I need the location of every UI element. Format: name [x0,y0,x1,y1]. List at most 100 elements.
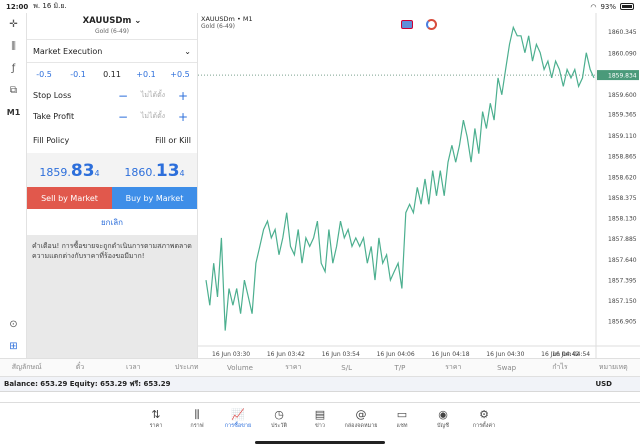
stop-loss-row: Stop Loss − ไม่ได้ตั้ง + [27,85,197,106]
take-profit-input[interactable]: ไม่ได้ตั้ง [140,112,166,120]
wifi-icon: ◠ [590,2,597,11]
column-header[interactable]: T/P [394,363,406,372]
battery-percent: 93% [600,2,616,11]
battery-icon [620,3,634,10]
column-header[interactable]: ประเภท [174,363,199,371]
objects-icon[interactable]: ⧉ [9,84,18,96]
tab-7[interactable]: ◉ บัญชี [423,408,464,447]
tab-8[interactable]: ⚙ การตั้งค่า [464,408,505,447]
take-profit-minus-button[interactable]: − [117,109,129,124]
take-profit-row: Take Profit − ไม่ได้ตั้ง + [27,106,197,127]
price-chart[interactable]: XAUUSDm • M1 Gold (6-49) 1860.345 1860.09… [198,13,640,358]
volume-plus-01[interactable]: +0.1 [136,69,156,79]
x-tick-label: 16 Jun 03:30 [212,351,250,358]
y-tick-label: 1856.905 [608,319,637,326]
volume-minus-01[interactable]: -0.1 [70,69,86,79]
zoom-icon[interactable]: ⊙ [9,318,18,330]
chart-title: XAUUSDm • M1 [201,15,253,23]
column-header[interactable]: หมายเหตุ [598,363,628,371]
bid-price-prefix: 1859. [39,166,71,179]
tab-5[interactable]: @ กล่องจดหมาย [341,408,382,447]
chart-subtitle: Gold (6-49) [201,23,236,30]
y-tick-label: 1860.090 [608,51,637,58]
tab-icon: ⫼ [194,408,200,421]
home-indicator [255,441,385,444]
balance-currency: USD [595,380,612,388]
tab-label: กล่องจดหมาย [344,423,378,429]
take-profit-plus-button[interactable]: + [177,109,189,124]
y-tick-label: 1857.640 [608,257,637,264]
x-tick-label: 16 Jun 03:54 [322,351,360,358]
current-price-label: 1859.834 [608,73,637,80]
cancel-button[interactable]: ยกเลิก [100,217,123,227]
one-click-trading-icon[interactable] [401,20,413,29]
tab-label: ข่าว [315,423,325,429]
y-tick-label: 1858.620 [608,174,637,181]
tab-label: การซื้อขาย [224,423,252,429]
y-tick-label: 1859.110 [608,133,637,140]
y-tick-label: 1859.365 [608,112,637,119]
tab-icon: 📈 [231,408,245,421]
y-tick-label: 1858.865 [608,154,637,161]
y-tick-label: 1859.600 [608,92,637,99]
stop-loss-label: Stop Loss [33,91,72,100]
trade-table-header: สัญลักษณ์ ตั๋ว เวลา ประเภท Volume ราคา S/L T/P ร… [0,358,640,376]
tab-4[interactable]: ▤ ข่าว [300,408,341,447]
bottom-tab-bar: ⇅ ราคา ⫼ กราฟ 📈 การซื้อขาย ◷ ประวัติ ▤ ข่าว @ กล่อง… [0,402,640,447]
column-header[interactable]: S/L [341,363,352,372]
buy-by-market-button[interactable]: Buy by Market [112,187,197,209]
sell-by-market-button[interactable]: Sell by Market [27,187,112,209]
tab-icon: ⇅ [151,408,161,421]
y-tick-label: 1857.885 [608,236,637,243]
crosshair-icon[interactable]: ✛ [9,18,18,30]
tab-0[interactable]: ⇅ ราคา [136,408,177,447]
x-tick-label: 16 Jun 04:54 [552,351,590,358]
current-price-tag [597,70,639,81]
candlestick-icon[interactable]: ⫼ [11,40,16,52]
bid-price-big: 83 [70,161,95,181]
column-header[interactable]: ราคา [445,363,462,371]
tab-3[interactable]: ◷ ประวัติ [259,408,300,447]
fill-policy-row[interactable]: Fill Policy Fill or Kill [27,127,197,153]
tab-2[interactable]: 📈 การซื้อขาย [218,408,259,447]
column-header[interactable]: ราคา [285,363,302,371]
balance-bar: Balance: 653.29 Equity: 653.29 ฟรี: 653.… [0,376,640,392]
new-order-icon[interactable]: ⊞ [9,340,18,352]
column-header[interactable]: ตั๋ว [75,363,85,371]
volume-stepper: -0.5 -0.1 0.11 +0.1 +0.5 [27,63,197,85]
bid-price: 1859. 83 4 [27,153,112,187]
take-profit-label: Take Profit [33,112,75,121]
column-header[interactable]: Swap [497,363,517,372]
tab-6[interactable]: ▭ แชท [382,408,423,447]
chevron-down-icon: ⌄ [184,46,191,56]
tab-icon: ▤ [314,408,326,421]
signal-icon[interactable] [426,19,437,30]
volume-plus-05[interactable]: +0.5 [170,69,190,79]
status-bar: 12:00 พ. 16 มิ.ย. ◠ 93% [0,0,640,13]
column-header[interactable]: สัญลักษณ์ [11,363,42,371]
stop-loss-input[interactable]: ไม่ได้ตั้ง [140,91,166,99]
chart-toolstrip: ✛ ⫼ ƒ ⧉ M1 ⊙ ⊞ [0,13,27,358]
x-tick-label: 16 Jun 03:42 [267,351,305,358]
column-header[interactable]: Volume [226,363,253,372]
y-tick-label: 1857.395 [608,277,637,284]
column-header[interactable]: เวลา [126,363,141,371]
volume-value[interactable]: 0.11 [103,69,121,79]
stop-loss-plus-button[interactable]: + [177,88,189,103]
tab-icon: ⚙ [479,408,489,421]
execution-select[interactable]: Market Execution ⌄ [27,40,197,63]
stop-loss-minus-button[interactable]: − [117,88,129,103]
indicator-icon[interactable]: ƒ [11,62,16,74]
symbol-header[interactable]: XAUUSDm ⌄ Gold (6-49) [27,13,197,40]
tab-1[interactable]: ⫼ กราฟ [177,408,218,447]
timeframe-button[interactable]: M1 [6,107,21,117]
balance-text: Balance: 653.29 Equity: 653.29 ฟรี: 653.… [4,379,171,388]
column-header[interactable]: กำไร [552,363,568,371]
tab-icon: ◷ [274,408,284,421]
tab-label: กราฟ [190,423,204,429]
tab-label: ประวัติ [270,423,288,429]
order-panel: XAUUSDm ⌄ Gold (6-49) Market Execution ⌄… [27,13,198,378]
volume-minus-05[interactable]: -0.5 [36,69,52,79]
market-warning: คำเตือน! การซื้อขายจะถูกดำเนินการตามสภาพ… [27,235,197,378]
chevron-down-icon: ⌄ [134,16,142,26]
